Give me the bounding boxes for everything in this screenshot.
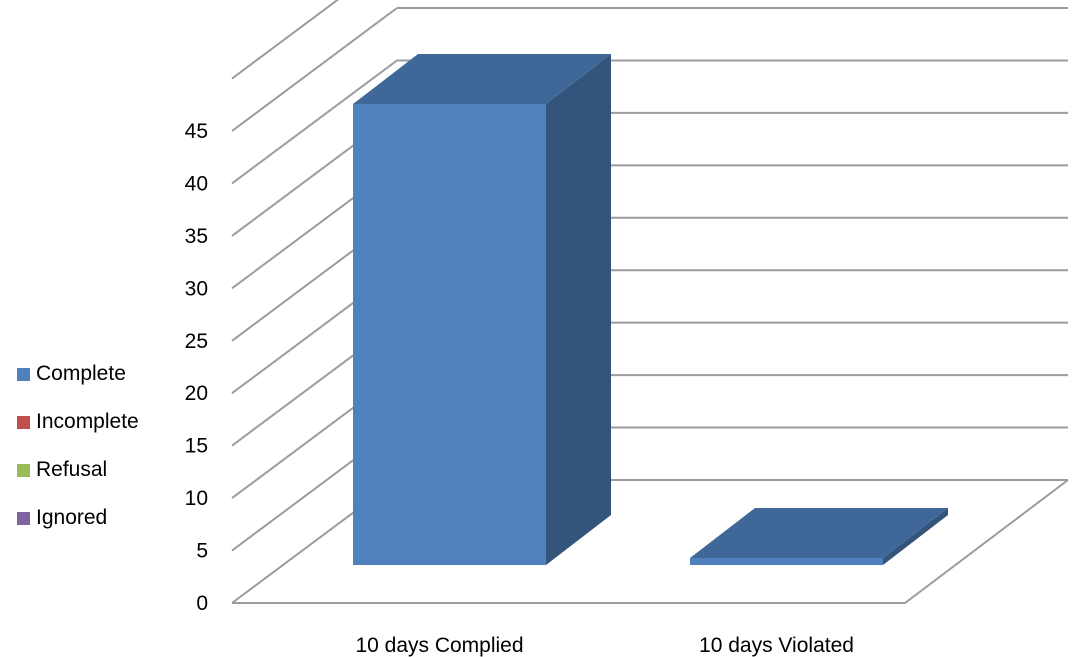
y-tick-label: 10 (185, 487, 208, 510)
bars (353, 54, 948, 565)
floor (232, 479, 1069, 604)
y-tick-label: 40 (185, 172, 208, 195)
bar-group (690, 508, 948, 565)
legend-item-incomplete: Incomplete (17, 398, 139, 446)
x-tick-label: 10 days Complied (355, 634, 523, 657)
legend-item-refusal: Refusal (17, 446, 139, 494)
y-tick-label: 20 (185, 382, 208, 405)
legend-swatch-ignored (17, 511, 30, 525)
y-tick-labels: 0 5 10 15 20 25 30 35 40 45 (185, 120, 208, 615)
legend-item-complete: Complete (17, 350, 139, 398)
bar-top (353, 54, 611, 104)
bar-side (546, 54, 611, 565)
bar (353, 104, 546, 565)
gridline-diagonal (231, 0, 340, 80)
bar-side (883, 508, 948, 565)
legend-label-ignored: Ignored (36, 506, 108, 529)
legend-label-complete: Complete (36, 362, 126, 385)
legend: Complete Incomplete Refusal Ignored (17, 350, 139, 542)
floor-outline (232, 479, 1069, 604)
y-tick-label: 45 (185, 120, 208, 143)
x-tick-label: 10 days Violated (699, 634, 854, 657)
y-tick-label: 25 (185, 330, 208, 353)
x-tick-labels: 10 days Complied 10 days Violated (355, 634, 854, 657)
y-tick-label: 0 (196, 592, 208, 615)
legend-label-incomplete: Incomplete (36, 410, 139, 433)
bar (690, 558, 883, 565)
legend-swatch-complete (17, 367, 30, 381)
legend-item-ignored: Ignored (17, 494, 139, 542)
bar-group (353, 54, 611, 565)
gridline-diagonal (231, 7, 398, 132)
y-tick-label: 5 (196, 540, 208, 563)
y-tick-label: 15 (185, 435, 208, 458)
legend-swatch-incomplete (17, 415, 30, 429)
y-tick-label: 35 (185, 225, 208, 248)
legend-label-refusal: Refusal (36, 458, 108, 481)
bar-top (690, 508, 948, 558)
gridline-diagonal (231, 59, 398, 185)
legend-swatch-refusal (17, 463, 30, 477)
y-tick-label: 30 (185, 277, 208, 300)
